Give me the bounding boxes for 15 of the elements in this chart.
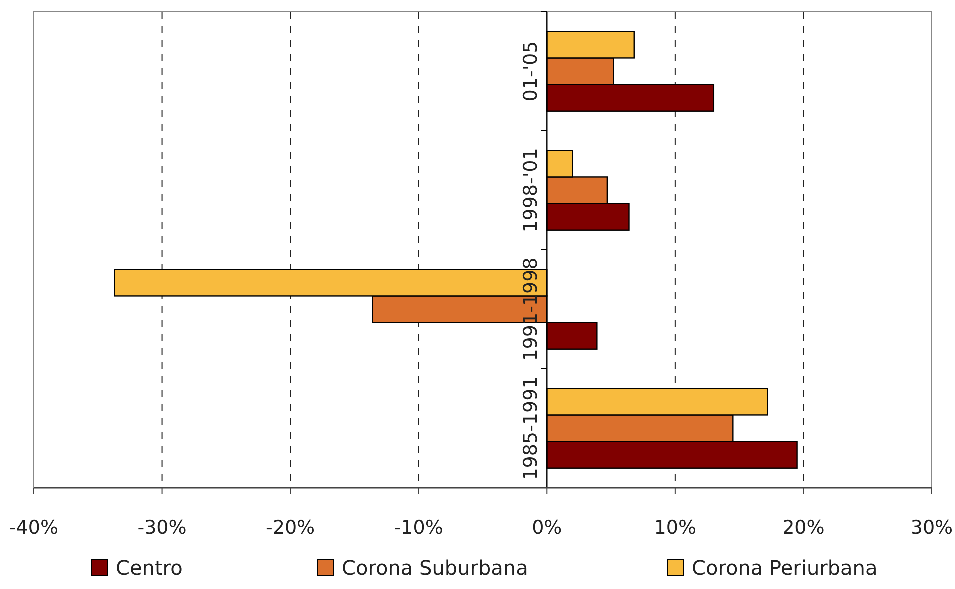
x-tick-label: 10% (654, 517, 697, 539)
y-tick-label: 1985-1991 (520, 376, 542, 480)
legend-label: Centro (116, 556, 183, 580)
x-tick-label: 0% (532, 517, 562, 539)
x-tick-label: 30% (910, 517, 954, 539)
legend-label: Corona Periurbana (692, 556, 878, 580)
x-tick-label: -40% (9, 517, 59, 539)
y-tick-label: 1998-'01 (520, 148, 542, 233)
y-tick-label: 01-'05 (520, 41, 542, 102)
x-tick-label: -30% (138, 517, 187, 539)
x-tick-label: -20% (266, 517, 316, 539)
x-tick-label: -10% (394, 517, 444, 539)
x-tick-label: 20% (782, 517, 825, 539)
legend-label: Corona Suburbana (342, 556, 528, 580)
y-tick-label: 1991-1998 (520, 258, 542, 362)
